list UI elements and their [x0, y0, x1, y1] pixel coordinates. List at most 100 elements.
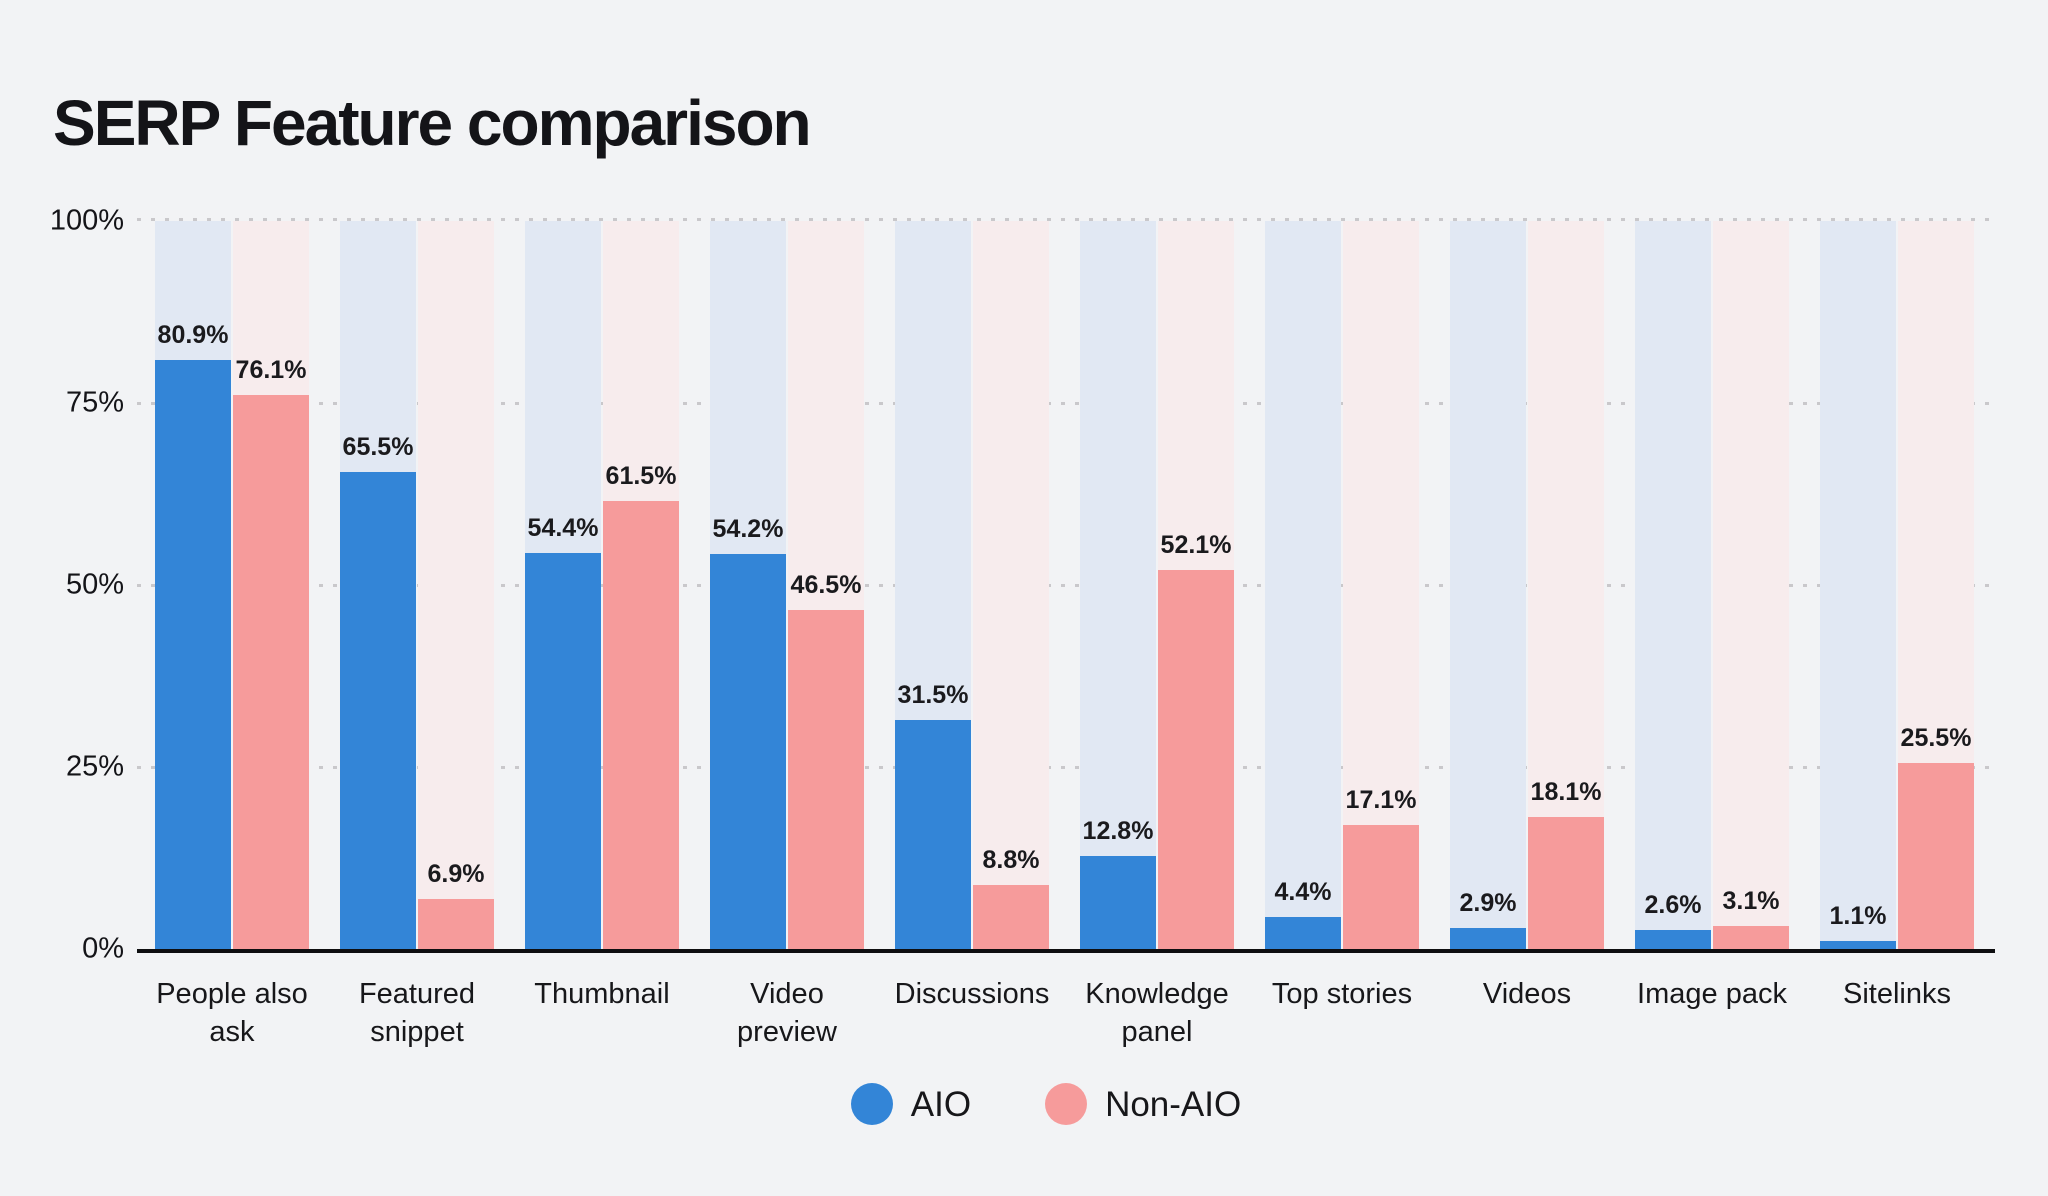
- category-label: People also ask: [156, 978, 308, 1048]
- category-label: Thumbnail: [534, 978, 670, 1010]
- value-label-aio: 54.2%: [712, 515, 784, 544]
- bar-non-aio: [788, 610, 864, 949]
- bar-non-aio: [233, 395, 309, 949]
- value-label-aio: 80.9%: [157, 321, 229, 350]
- bar-non-aio: [1713, 926, 1789, 949]
- gridline-100: [137, 218, 1995, 221]
- category-label: Featured snippet: [358, 978, 476, 1048]
- track-non-aio: 3.1%: [1713, 221, 1789, 949]
- category-label: Knowledge panel: [1085, 978, 1229, 1048]
- track-aio: 80.9%: [155, 221, 231, 949]
- category-label: Videos: [1482, 978, 1572, 1010]
- track-non-aio: 76.1%: [233, 221, 309, 949]
- bar-group: 65.5% 6.9% Featured snippet: [340, 221, 494, 1048]
- value-label-non-aio: 17.1%: [1345, 785, 1417, 814]
- track-non-aio: 25.5%: [1898, 221, 1974, 949]
- track-non-aio: 17.1%: [1343, 221, 1419, 949]
- track-aio: 2.9%: [1450, 221, 1526, 949]
- bar-group: 80.9% 76.1% People also ask: [155, 221, 309, 1048]
- value-label-non-aio: 76.1%: [235, 356, 307, 384]
- track-non-aio: 18.1%: [1528, 221, 1604, 949]
- bar-group: 2.6% 3.1% Image pack: [1635, 221, 1789, 1010]
- bar-non-aio: [1528, 817, 1604, 949]
- value-label-non-aio: 46.5%: [790, 571, 862, 600]
- gridline-50: [137, 584, 1995, 587]
- bar-aio: [710, 554, 786, 949]
- bar-aio: [525, 552, 601, 949]
- track-aio: 4.4%: [1265, 221, 1341, 949]
- track-non-aio: 46.5%: [788, 221, 864, 949]
- track-aio: 54.2%: [710, 221, 786, 949]
- track-aio: 2.6%: [1635, 221, 1711, 949]
- bar-non-aio: [418, 898, 494, 949]
- value-label-aio: 2.6%: [1644, 891, 1702, 920]
- value-label-non-aio: 6.9%: [427, 859, 485, 888]
- bar-aio: [1265, 916, 1341, 949]
- bar-aio: [1820, 941, 1896, 949]
- value-label-aio: 54.4%: [527, 513, 599, 542]
- bar-groups: 80.9% 76.1% People also ask 65.5% 6.9% Featur…: [155, 221, 1974, 1048]
- legend-swatch-non-aio: [1045, 1083, 1088, 1125]
- legend-swatch-aio: [850, 1083, 893, 1125]
- track-aio: 31.5%: [895, 221, 971, 949]
- bar-non-aio: [1158, 569, 1234, 949]
- value-label-non-aio: 25.5%: [1900, 724, 1972, 753]
- value-label-aio: 1.1%: [1829, 902, 1887, 930]
- track-aio: 54.4%: [525, 221, 601, 949]
- bar-aio: [1450, 927, 1526, 949]
- value-label-aio: 31.5%: [897, 680, 969, 709]
- bar-aio: [340, 472, 416, 949]
- bar-aio: [1635, 930, 1711, 949]
- legend-item-aio: AIO: [850, 1083, 972, 1125]
- bar-group: 54.4% 61.5% Thumbnail: [525, 221, 679, 1010]
- value-label-non-aio: 8.8%: [982, 845, 1040, 874]
- bar-non-aio: [603, 501, 679, 949]
- gridline-75: [137, 402, 1995, 405]
- legend: AIO Non-AIO: [22, 1083, 2048, 1125]
- legend-item-non-aio: Non-AIO: [1045, 1083, 1241, 1125]
- y-tick-label-75: 75%: [65, 386, 124, 419]
- bar-non-aio: [1898, 763, 1974, 949]
- value-label-non-aio: 3.1%: [1722, 887, 1780, 916]
- bar-aio: [155, 360, 231, 949]
- bar-group: 12.8% 52.1% Knowledge panel: [1080, 221, 1234, 1048]
- y-tick-label-25: 25%: [65, 750, 124, 783]
- x-axis-line: [137, 949, 1995, 953]
- bar-group: 2.9% 18.1% Videos: [1450, 221, 1604, 1010]
- value-label-aio: 2.9%: [1459, 888, 1517, 917]
- track-aio: 65.5%: [340, 221, 416, 949]
- track-non-aio: 8.8%: [973, 221, 1049, 949]
- value-label-aio: 4.4%: [1274, 877, 1332, 906]
- value-label-non-aio: 18.1%: [1530, 778, 1602, 807]
- value-label-non-aio: 52.1%: [1160, 530, 1232, 559]
- bar-group: 4.4% 17.1% Top stories: [1265, 221, 1419, 1010]
- category-label: Image pack: [1637, 978, 1787, 1010]
- track-non-aio: 52.1%: [1158, 221, 1234, 949]
- value-label-aio: 65.5%: [342, 433, 414, 462]
- category-label: Sitelinks: [1843, 978, 1951, 1010]
- chart-title: SERP Feature comparison: [53, 87, 812, 159]
- track-non-aio: 61.5%: [603, 221, 679, 949]
- category-label: Discussions: [894, 978, 1050, 1010]
- category-label: Top stories: [1271, 978, 1413, 1010]
- bar-group: 1.1% 25.5% Sitelinks: [1820, 221, 1974, 1010]
- value-label-aio: 12.8%: [1082, 816, 1154, 845]
- y-tick-label-50: 50%: [65, 568, 124, 601]
- gridline-25: [137, 766, 1995, 769]
- bar-non-aio: [1343, 824, 1419, 949]
- plot-area: 80.9% 76.1% People also ask 65.5% 6.9% Featur…: [50, 206, 1995, 1048]
- bar-non-aio: [973, 884, 1049, 949]
- bar-group: 54.2% 46.5% Video preview: [710, 221, 864, 1048]
- y-tick-label-0: 0%: [82, 932, 124, 965]
- legend-label-aio: AIO: [910, 1084, 972, 1124]
- track-aio: 12.8%: [1080, 221, 1156, 949]
- bar-aio: [895, 719, 971, 949]
- legend-label-non-aio: Non-AIO: [1105, 1084, 1242, 1124]
- bar-aio: [1080, 855, 1156, 949]
- track-aio: 1.1%: [1820, 221, 1896, 949]
- bar-group: 31.5% 8.8% Discussions: [895, 221, 1049, 1010]
- category-label: Video preview: [737, 978, 837, 1048]
- track-non-aio: 6.9%: [418, 221, 494, 949]
- y-tick-label-100: 100%: [49, 204, 124, 237]
